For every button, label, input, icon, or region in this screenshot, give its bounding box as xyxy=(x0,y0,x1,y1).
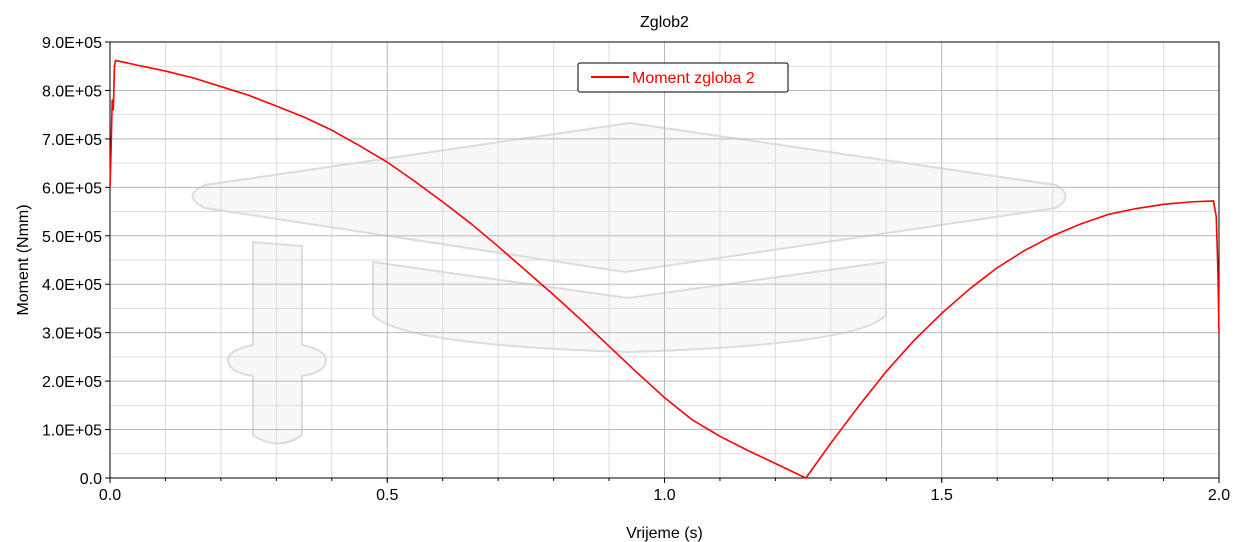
chart-title: Zglob2 xyxy=(640,14,689,31)
grid xyxy=(110,42,1219,478)
x-tick-label: 2.0 xyxy=(1208,487,1230,504)
y-tick-label: 0.0 xyxy=(80,471,102,488)
y-tick-label: 1.0E+05 xyxy=(42,423,102,440)
y-tick-label: 6.0E+05 xyxy=(42,180,102,197)
x-tick-label: 1.5 xyxy=(931,487,953,504)
y-tick-label: 9.0E+05 xyxy=(42,35,102,52)
y-tick-label: 7.0E+05 xyxy=(42,132,102,149)
x-tick-label: 0.0 xyxy=(99,487,121,504)
x-axis: 0.0 0.5 1.0 1.5 2.0 xyxy=(99,478,1230,504)
y-axis: 0.0 1.0E+05 2.0E+05 3.0E+05 4.0E+05 5.0E+05 6.… xyxy=(42,35,110,488)
watermark-graduation-cap xyxy=(193,123,1066,444)
x-axis-label: Vrijeme (s) xyxy=(626,525,703,542)
y-tick-label: 8.0E+05 xyxy=(42,83,102,100)
y-tick-label: 2.0E+05 xyxy=(42,374,102,391)
y-tick-label: 5.0E+05 xyxy=(42,229,102,246)
legend: Moment zgloba 2 xyxy=(578,63,788,92)
legend-entry-moment-zgloba-2: Moment zgloba 2 xyxy=(632,70,755,87)
y-tick-label: 4.0E+05 xyxy=(42,277,102,294)
x-tick-label: 1.0 xyxy=(653,487,675,504)
y-axis-label: Moment (Nmm) xyxy=(15,204,32,315)
x-tick-label: 0.5 xyxy=(376,487,398,504)
y-tick-label: 3.0E+05 xyxy=(42,326,102,343)
